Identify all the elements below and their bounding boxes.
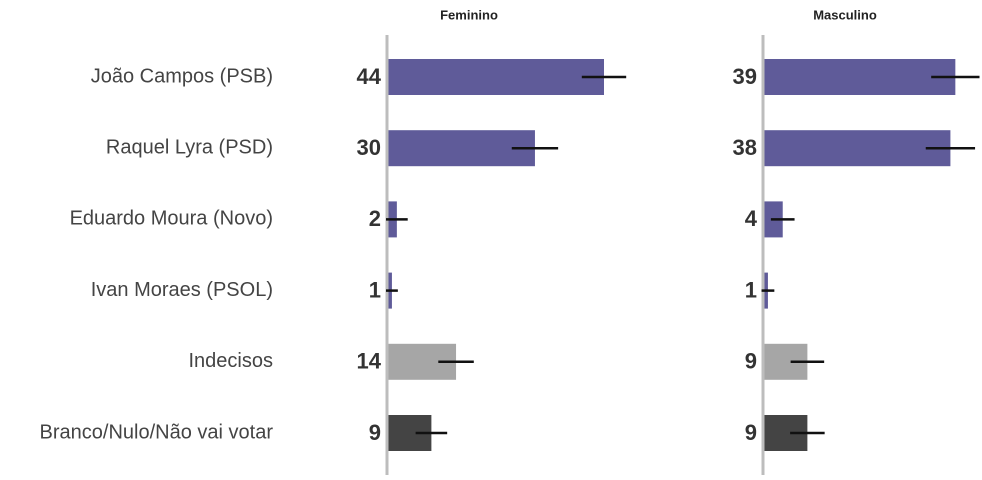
category-label: Eduardo Moura (Novo)	[70, 208, 273, 230]
value-label: 39	[733, 64, 757, 89]
category-label: Raquel Lyra (PSD)	[106, 136, 273, 158]
bar	[764, 59, 956, 95]
value-label: 9	[745, 349, 757, 374]
value-label: 1	[745, 277, 757, 302]
category-label: João Campos (PSB)	[91, 65, 273, 87]
category-label: Ivan Moraes (PSOL)	[91, 279, 273, 301]
value-label: 9	[745, 420, 757, 445]
value-label: 30	[357, 135, 381, 160]
category-label: Indecisos	[189, 350, 274, 372]
panel-title: Masculino	[813, 7, 877, 22]
category-label: Branco/Nulo/Não vai votar	[40, 421, 274, 443]
value-label: 1	[369, 277, 381, 302]
value-label: 14	[357, 349, 382, 374]
bar	[388, 59, 604, 95]
panel-title: Feminino	[440, 7, 498, 22]
bar	[764, 130, 951, 167]
value-label: 4	[745, 206, 758, 231]
value-label: 38	[733, 135, 757, 160]
value-label: 2	[369, 206, 381, 231]
value-label: 44	[357, 64, 382, 89]
bar	[388, 130, 535, 167]
value-label: 9	[369, 420, 381, 445]
